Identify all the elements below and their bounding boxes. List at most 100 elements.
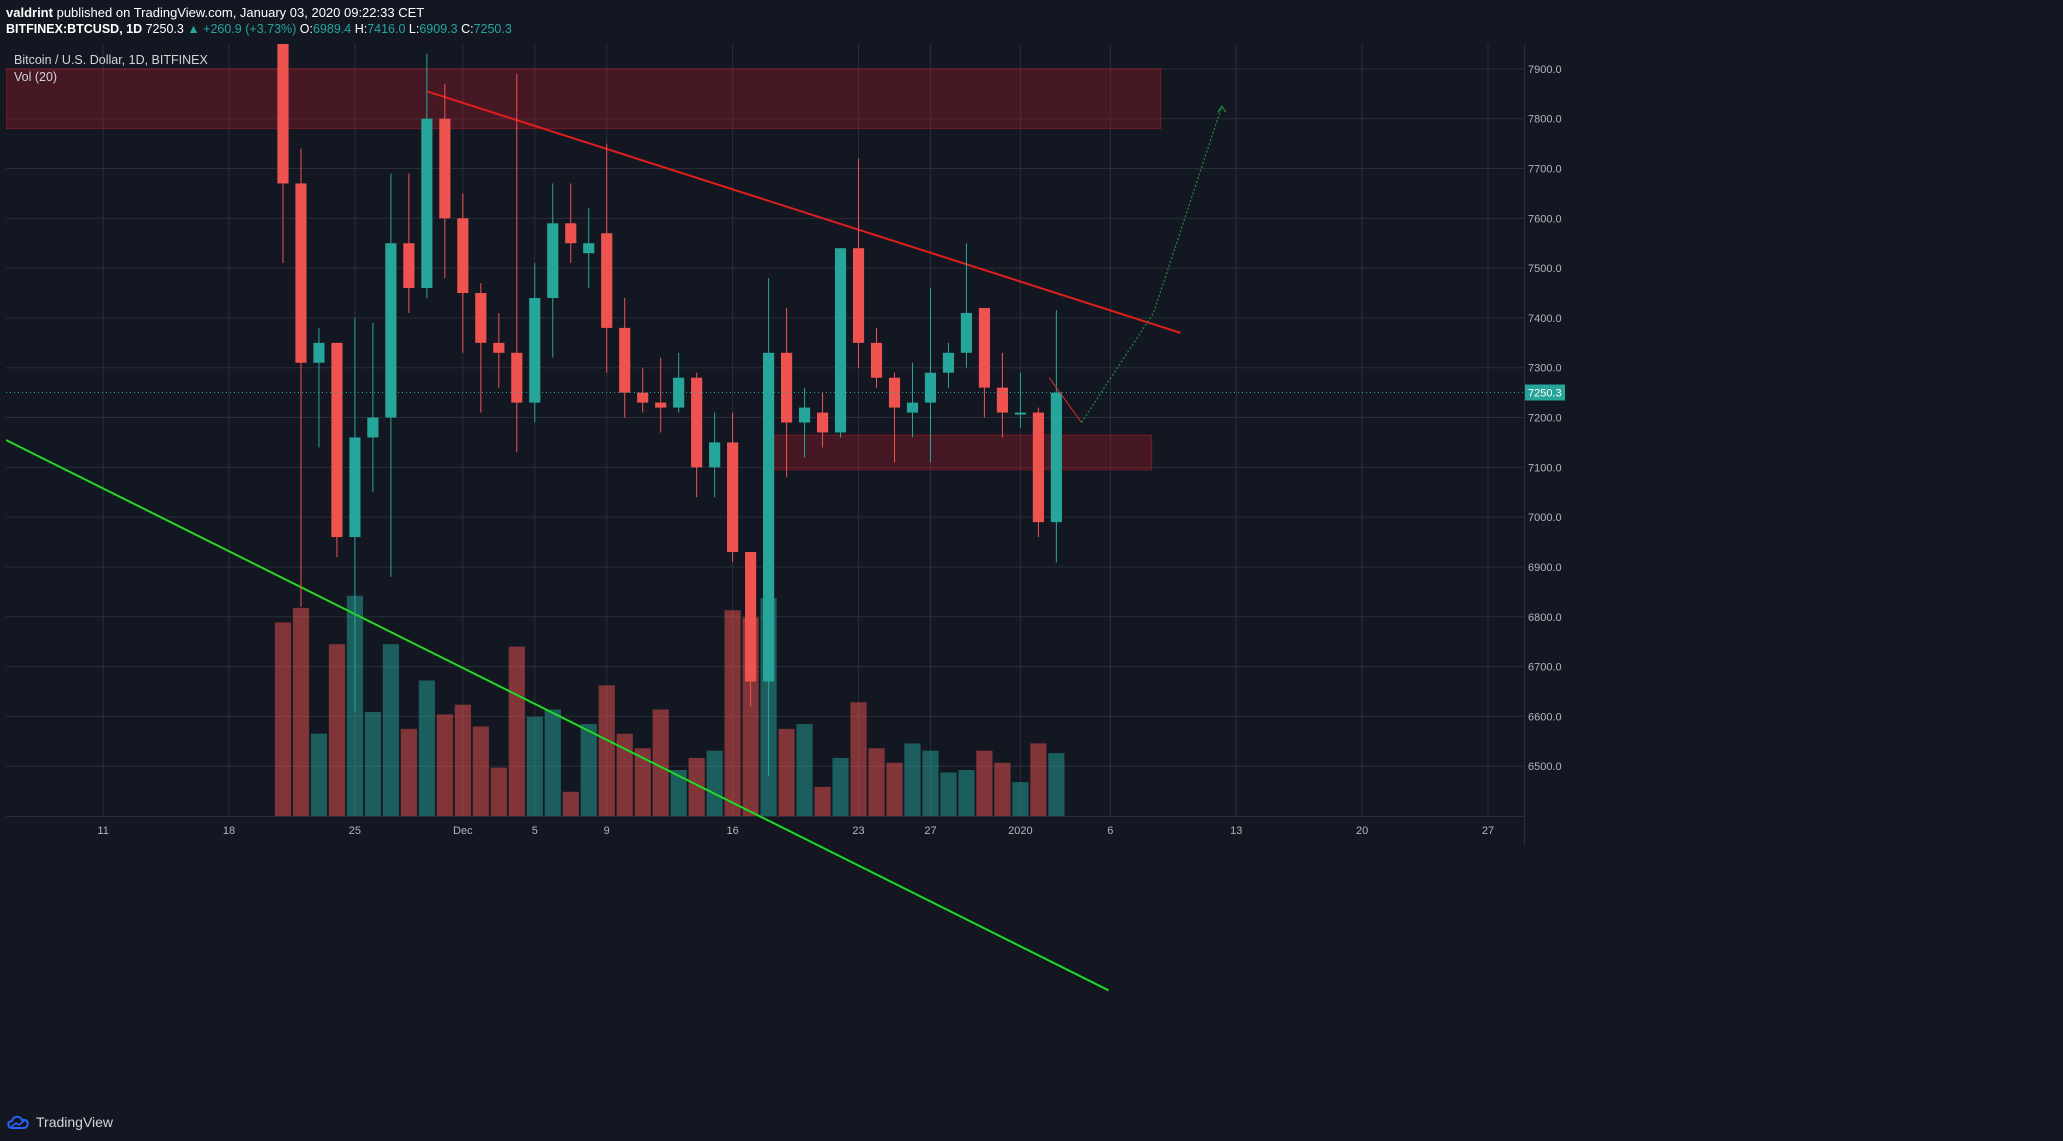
volume-bar	[886, 762, 903, 816]
candle-body	[349, 437, 361, 538]
x-tick-label: 16	[727, 825, 739, 837]
candle-body	[511, 352, 523, 403]
candle-body	[439, 118, 451, 219]
volume-bar	[796, 724, 813, 816]
candle-body	[385, 243, 397, 418]
volume-bar	[436, 714, 453, 816]
candle-body	[277, 44, 289, 184]
x-tick-label: 27	[1482, 825, 1494, 837]
volume-bar	[616, 733, 633, 816]
candle-body	[1032, 412, 1044, 523]
publish-info: valdrint published on TradingView.com, J…	[6, 5, 424, 20]
volume-bar	[724, 610, 741, 816]
brand-text: TradingView	[36, 1114, 114, 1130]
y-tick-label: 6500.0	[1528, 761, 1562, 773]
cloud-icon	[7, 1115, 29, 1129]
close-label: C:	[461, 22, 474, 36]
candle-body	[529, 298, 541, 403]
y-tick-label: 7300.0	[1528, 363, 1562, 375]
high-value: 7416.0	[367, 22, 406, 36]
volume-bar	[274, 622, 292, 816]
volume-bar	[454, 704, 471, 816]
volume-bar	[364, 711, 382, 816]
volume-bar	[1012, 782, 1029, 816]
candle-body	[331, 342, 343, 538]
volume-bar	[418, 680, 435, 816]
candle-body	[547, 223, 559, 299]
volume-bar	[976, 750, 993, 816]
candle-body	[942, 352, 955, 373]
volume-bar	[940, 772, 957, 816]
volume-bar	[598, 685, 615, 816]
price-axis-panel	[1524, 44, 1566, 846]
x-tick-label: 27	[924, 825, 936, 837]
y-tick-label: 6700.0	[1528, 662, 1562, 674]
volume-bar	[868, 748, 885, 816]
candle-body	[421, 118, 433, 289]
candle-body	[727, 442, 739, 553]
x-tick-label: 9	[604, 825, 610, 837]
volume-bar	[490, 767, 507, 816]
candle-body	[313, 342, 325, 363]
volume-bar	[652, 709, 669, 816]
volume-bar	[994, 762, 1011, 816]
candle-body	[870, 342, 883, 378]
legend-title[interactable]: Bitcoin / U.S. Dollar, 1D, BITFINEX	[14, 53, 208, 67]
header-bar: valdrint published on TradingView.com, J…	[0, 0, 2063, 40]
support-trendline	[6, 439, 1109, 992]
x-tick-label: 23	[852, 825, 864, 837]
volume-bar	[400, 728, 417, 816]
candle-body	[978, 307, 991, 388]
y-tick-label: 6900.0	[1528, 562, 1562, 574]
last-price: 7250.3	[145, 22, 184, 36]
volume-bar	[670, 770, 687, 816]
author-name[interactable]: valdrint	[6, 5, 53, 20]
volume-bar	[832, 757, 849, 816]
volume-bar	[472, 726, 489, 816]
publish-text: published on TradingView.com, January 03…	[56, 5, 425, 20]
y-tick-label: 7000.0	[1528, 512, 1562, 524]
volume-bar	[328, 644, 346, 816]
volume-bar	[904, 743, 921, 816]
candle-body	[601, 233, 613, 328]
symbol-label: BITFINEX:BTCUSD, 1D	[6, 22, 143, 36]
projection-arrowhead	[1217, 105, 1227, 113]
x-tick-label: 6	[1107, 825, 1113, 837]
footer: TradingView	[0, 1106, 2063, 1141]
candle-body	[834, 248, 847, 433]
y-tick-label: 7600.0	[1528, 213, 1562, 225]
candle-body	[493, 342, 505, 353]
legend-volume[interactable]: Vol (20)	[14, 70, 58, 84]
y-tick-label: 7400.0	[1528, 313, 1562, 325]
candle-body	[763, 352, 775, 682]
chart-frame[interactable]: 6500.0 6600.0 6700.0 6800.0 6900.0 7000.0 7100…	[6, 44, 2063, 1096]
candle-body	[403, 243, 415, 289]
candle-body	[583, 243, 595, 254]
candle-body	[691, 377, 703, 468]
low-label: L:	[408, 22, 420, 36]
tradingview-logo[interactable]: TradingView	[6, 1114, 113, 1130]
ohlc-line: BITFINEX:BTCUSD, 1D 7250.3 ▲ +260.9 (+3.…	[6, 22, 512, 36]
candle-body	[295, 183, 307, 363]
volume-bar	[814, 786, 831, 816]
resistance-trendline	[426, 90, 1181, 334]
y-tick-label: 7700.0	[1528, 164, 1562, 176]
price-chart[interactable]: 6500.0 6600.0 6700.0 6800.0 6900.0 7000.0 7100…	[6, 44, 2063, 1096]
projection-red-path	[1048, 377, 1082, 423]
y-tick-label: 7900.0	[1528, 64, 1562, 76]
volume-bar	[526, 716, 543, 816]
candle-body	[906, 402, 919, 413]
candle-body	[816, 412, 829, 433]
candle-body	[924, 372, 937, 403]
x-tick-label: 18	[223, 825, 235, 837]
y-tick-label: 7100.0	[1528, 462, 1562, 474]
volume-bar	[634, 748, 651, 816]
volume-bar	[706, 750, 723, 816]
high-label: H:	[354, 22, 368, 36]
candle-body	[1014, 412, 1026, 415]
x-tick-label: 25	[349, 825, 361, 837]
x-tick-label: 13	[1230, 825, 1242, 837]
low-value: 6909.3	[419, 22, 458, 36]
candle-body	[996, 387, 1008, 413]
volume-bar	[778, 728, 795, 816]
